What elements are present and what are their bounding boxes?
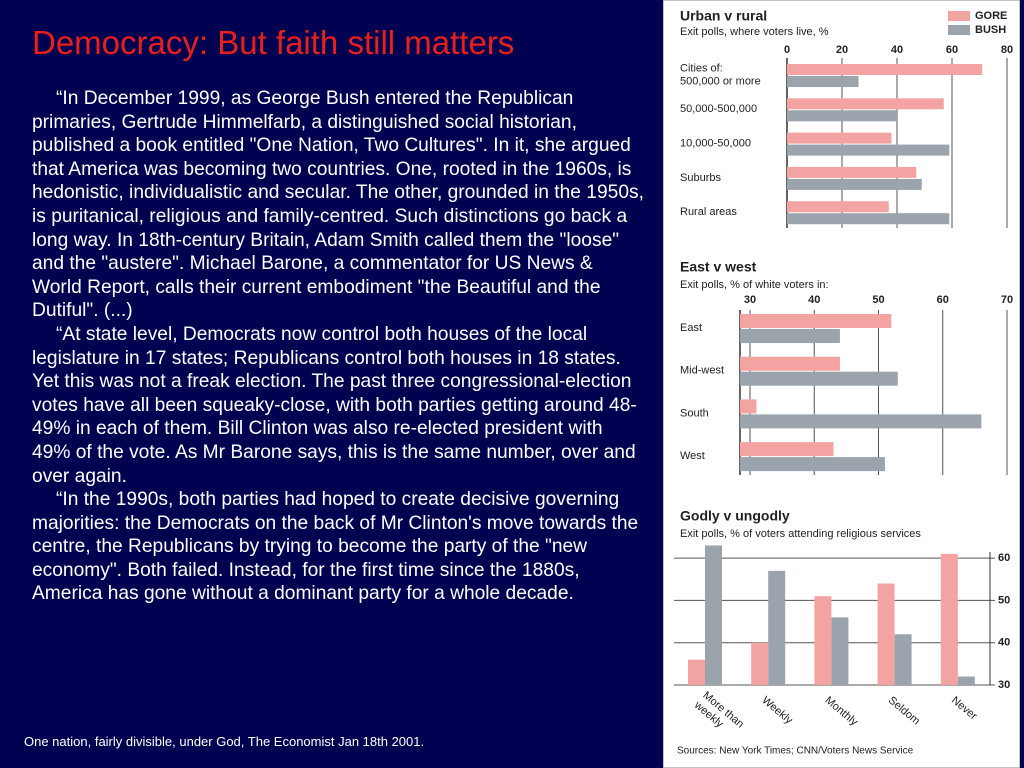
legend-swatch xyxy=(948,25,970,35)
x-tick-label: 50 xyxy=(872,294,884,306)
bar xyxy=(740,356,840,371)
bar xyxy=(740,329,840,343)
x-tick-label: 60 xyxy=(946,44,958,56)
x-tick-label: 80 xyxy=(1001,44,1013,56)
x-tick-label: 60 xyxy=(937,294,949,306)
legend-label: BUSH xyxy=(975,24,1006,36)
chart-subtitle: Exit polls, where voters live, % xyxy=(680,26,829,38)
bar xyxy=(787,98,944,110)
category-label: Mid-west xyxy=(680,365,724,377)
y-tick-label: 30 xyxy=(998,679,1010,691)
paragraph: “In December 1999, as George Bush entere… xyxy=(32,88,644,322)
bar xyxy=(688,659,705,685)
bar xyxy=(894,634,912,685)
bar xyxy=(787,144,950,156)
category-label: Cities of: 500,000 or more xyxy=(680,62,761,87)
legend-swatch xyxy=(948,11,970,21)
category-label: 10,000-50,000 xyxy=(680,138,751,150)
category-label: South xyxy=(680,407,709,419)
legend-label: GORE xyxy=(975,10,1007,22)
y-tick-label: 40 xyxy=(998,637,1010,649)
paragraph: “In the 1990s, both parties had hoped to… xyxy=(32,489,639,605)
bar xyxy=(787,132,892,144)
bar xyxy=(740,371,898,386)
x-tick-label: 0 xyxy=(784,44,790,56)
bar xyxy=(740,442,834,457)
bar xyxy=(787,110,897,122)
category-label: West xyxy=(680,450,705,462)
category-label: Suburbs xyxy=(680,172,721,184)
slide-title: Democracy: But faith still matters xyxy=(32,24,515,61)
paragraph: “At state level, Democrats now control b… xyxy=(32,323,637,487)
bar xyxy=(787,213,950,225)
category-label: 50,000-500,000 xyxy=(680,103,757,115)
bar xyxy=(877,583,895,685)
bar xyxy=(740,314,892,328)
body-text: “In December 1999, as George Bush entere… xyxy=(32,87,644,606)
category-label: Rural areas xyxy=(680,206,737,218)
chart-title: East v west xyxy=(680,259,757,275)
bar xyxy=(787,64,983,75)
bar xyxy=(787,76,859,87)
x-tick-label: 40 xyxy=(891,44,903,56)
bar xyxy=(831,617,849,685)
y-tick-label: 50 xyxy=(998,594,1010,606)
caption: One nation, fairly divisible, under God,… xyxy=(24,734,425,749)
x-tick-label: 70 xyxy=(1001,294,1013,306)
bar xyxy=(787,166,917,178)
bar xyxy=(768,570,786,685)
bar xyxy=(705,545,722,685)
bar xyxy=(940,553,958,685)
bar xyxy=(814,596,832,685)
category-label: East xyxy=(680,322,702,334)
x-tick-label: 20 xyxy=(836,44,848,56)
bar xyxy=(740,457,885,472)
x-tick-label: 40 xyxy=(808,294,820,306)
chart-title: Godly v ungodly xyxy=(680,508,790,524)
chart-subtitle: Exit polls, % of white voters in: xyxy=(680,279,829,291)
bar xyxy=(740,414,982,429)
bar xyxy=(787,201,889,213)
source-note: Sources: New York Times; CNN/Voters News… xyxy=(677,746,914,757)
bar xyxy=(957,676,975,685)
chart-title: Urban v rural xyxy=(680,8,767,24)
bar xyxy=(787,178,922,190)
bar xyxy=(751,642,769,685)
chart-panel: Urban v rural Exit polls, where voters li… xyxy=(663,0,1020,768)
x-tick-label: 30 xyxy=(744,294,756,306)
y-tick-label: 60 xyxy=(998,552,1010,564)
bar xyxy=(740,399,757,414)
chart-subtitle: Exit polls, % of voters attending religi… xyxy=(680,528,921,540)
